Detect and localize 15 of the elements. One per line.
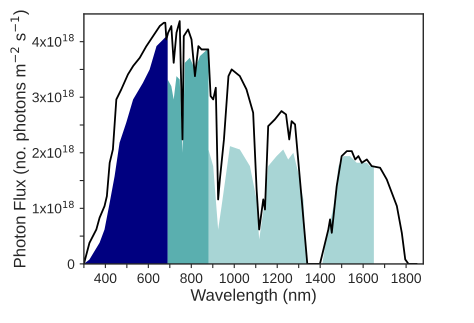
x-tick-label: 1800 <box>392 273 422 284</box>
y-tick-label: 0 <box>68 259 74 270</box>
y-tick-label: 3x10$^{18}$ <box>32 90 74 102</box>
x-axis-title: Wavelength (nm) <box>190 288 316 304</box>
x-tick-label: 1200 <box>262 273 292 284</box>
y-tick-label: 4x10$^{18}$ <box>32 34 74 47</box>
x-tick-label: 400 <box>94 273 116 284</box>
y-tick-label: 1x10$^{18}$ <box>32 200 74 214</box>
x-tick-label: 600 <box>137 273 160 284</box>
x-tick-label: 1400 <box>306 273 336 284</box>
x-tick-label: 1000 <box>220 273 250 284</box>
x-tick-label: 1600 <box>348 273 378 284</box>
y-axis-title: Photon Flux (no. photons m$^{−2}$ s$^{−1}$) <box>10 10 29 268</box>
y-tick-label: 2x10$^{18}$ <box>32 145 74 158</box>
x-tick-label: 800 <box>180 273 202 284</box>
